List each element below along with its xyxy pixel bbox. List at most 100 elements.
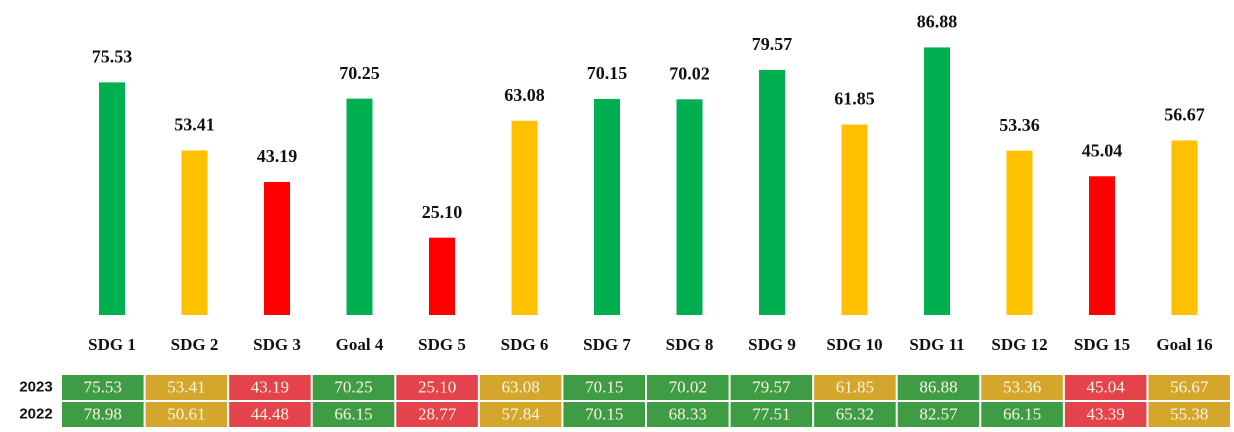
cell-text: 86.88: [919, 377, 957, 396]
table-cell: [897, 402, 980, 427]
cell-text: 75.53: [84, 377, 122, 396]
table-cell: [1064, 402, 1147, 427]
cell-text: 66.15: [334, 404, 372, 423]
data-label: 70.02: [669, 63, 710, 83]
cell-text: 55.38: [1170, 404, 1208, 423]
cell-text: 53.36: [1003, 377, 1041, 396]
table-cell: [814, 375, 896, 400]
cell-text: 65.32: [836, 404, 874, 423]
data-label: 70.25: [339, 63, 380, 83]
data-label: 53.36: [999, 115, 1040, 135]
data-label: 75.53: [92, 46, 133, 66]
x-tick-label: SDG 15: [1074, 335, 1130, 354]
x-tick-label: Goal 4: [336, 335, 384, 354]
table-cell: [229, 375, 311, 400]
table-cell: [62, 375, 144, 400]
table-cell: [396, 402, 478, 427]
table-cell: [1148, 402, 1230, 427]
table-cell: [563, 375, 645, 400]
data-label: 70.15: [587, 63, 628, 83]
cell-text: 70.25: [334, 377, 372, 396]
cell-text: 68.33: [669, 404, 707, 423]
cell-text: 56.67: [1170, 377, 1209, 396]
cell-text: 79.57: [752, 377, 791, 396]
cell-text: 66.15: [1003, 404, 1041, 423]
cell-text: 44.48: [251, 404, 289, 423]
row-label: 2023: [19, 378, 52, 395]
bar: [1089, 176, 1115, 315]
cell-text: 78.98: [84, 404, 122, 423]
bar: [759, 69, 785, 315]
cell-text: 28.77: [418, 404, 457, 423]
bar: [594, 98, 620, 315]
cell-text: 57.84: [502, 404, 541, 423]
cell-text: 25.10: [418, 377, 456, 396]
table-cell: [62, 402, 144, 427]
x-tick-label: SDG 2: [171, 335, 219, 354]
x-tick-label: SDG 3: [253, 335, 301, 354]
cell-text: 70.15: [585, 404, 623, 423]
x-tick-label: SDG 8: [666, 335, 714, 354]
x-tick-label: SDG 7: [583, 335, 631, 354]
x-tick-label: SDG 9: [748, 335, 796, 354]
bar: [346, 98, 373, 315]
bar: [429, 237, 455, 315]
table-cell: [897, 375, 980, 400]
data-label: 61.85: [834, 89, 875, 109]
cell-text: 77.51: [752, 404, 790, 423]
row-label: 2022: [19, 405, 52, 422]
cell-text: 61.85: [836, 377, 874, 396]
data-label: 53.41: [174, 115, 215, 135]
x-tick-label: SDG 6: [501, 335, 549, 354]
data-label: 56.67: [1164, 105, 1205, 125]
table-cell: [312, 402, 395, 427]
data-label: 43.19: [257, 146, 298, 166]
x-tick-label: SDG 12: [991, 335, 1047, 354]
table-cell: [479, 375, 562, 400]
table-cell: [396, 375, 478, 400]
x-tick-label: Goal 16: [1156, 335, 1212, 354]
cell-text: 70.02: [669, 377, 707, 396]
bar: [181, 150, 208, 315]
bar: [1006, 150, 1033, 315]
data-label: 86.88: [917, 12, 958, 32]
bar: [511, 120, 538, 316]
table-cell: [647, 402, 729, 427]
data-label: 25.10: [422, 202, 463, 222]
cell-text: 50.61: [167, 404, 205, 423]
data-label: 79.57: [752, 34, 793, 54]
x-tick-label: SDG 5: [418, 335, 466, 354]
table-cell: [145, 402, 228, 427]
table-cell: [647, 375, 729, 400]
table-cell: [981, 375, 1063, 400]
x-tick-label: SDG 1: [88, 335, 136, 354]
bar: [99, 82, 125, 315]
data-label: 45.04: [1082, 140, 1123, 160]
cell-text: 70.15: [585, 377, 623, 396]
x-tick-label: SDG 11: [909, 335, 964, 354]
x-tick-label: SDG 10: [826, 335, 882, 354]
cell-text: 45.04: [1087, 377, 1126, 396]
table-cell: [1064, 375, 1147, 400]
cell-text: 82.57: [919, 404, 958, 423]
cell-text: 53.41: [167, 377, 205, 396]
cell-text: 43.39: [1087, 404, 1125, 423]
table-cell: [814, 402, 896, 427]
data-label: 63.08: [504, 85, 545, 105]
bar: [1171, 140, 1198, 315]
table-cell: [563, 402, 645, 427]
bar: [264, 181, 290, 315]
bar: [924, 47, 950, 315]
table-cell: [229, 402, 311, 427]
table-cell: [1148, 375, 1230, 400]
cell-text: 63.08: [502, 377, 540, 396]
bar: [841, 124, 868, 315]
bar: [676, 99, 703, 315]
table-cell: [730, 402, 813, 427]
table-cell: [981, 402, 1063, 427]
table-cell: [312, 375, 395, 400]
table-cell: [730, 375, 813, 400]
cell-text: 43.19: [251, 377, 289, 396]
table-cell: [479, 402, 562, 427]
